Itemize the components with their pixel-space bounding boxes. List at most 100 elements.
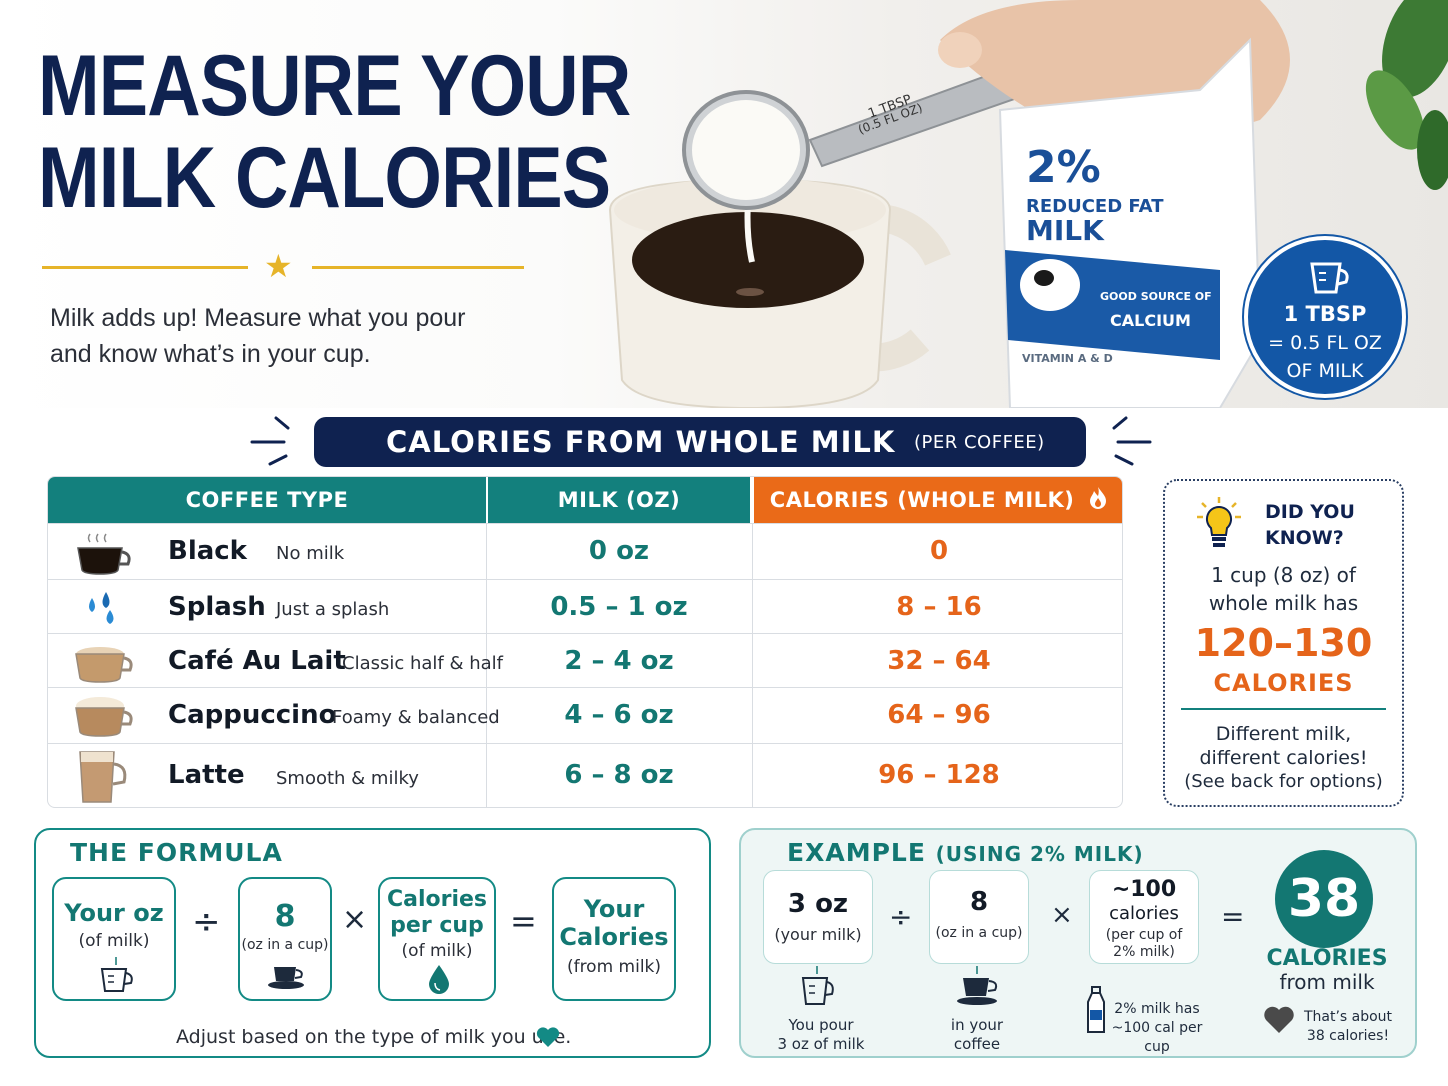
formula-box-4-sub: (from milk) xyxy=(566,957,662,977)
formula-box-4-label-1: Your xyxy=(583,895,645,923)
section-subtitle: (PER COFFEE) xyxy=(914,432,1045,453)
formula-eight-box: 8 (oz in a cup) xyxy=(238,877,332,1001)
example-caption-4: That’s about 38 calories! xyxy=(1293,1008,1403,1046)
dyk-text-1: 1 cup (8 oz) of xyxy=(1211,563,1356,587)
calories-table: COFFEE TYPE MILK (OZ) CALORIES (WHOLE MI… xyxy=(47,476,1123,808)
row-name: Black xyxy=(168,536,247,566)
dyk-bottom-2: different calories! xyxy=(1199,747,1368,769)
svg-text:VITAMIN A & D: VITAMIN A & D xyxy=(1022,352,1113,365)
dyk-heading-2: KNOW? xyxy=(1265,527,1344,549)
multiply-operator: × xyxy=(342,902,368,937)
row-cal: 8 – 16 xyxy=(896,592,982,622)
row-desc: No milk xyxy=(276,543,345,564)
example-box-1-label: 3 oz xyxy=(787,889,849,919)
example-eight-box: 8 (oz in a cup) xyxy=(929,870,1029,964)
hero-banner: MEASURE YOUR MILK CALORIES ★ Milk adds u… xyxy=(0,0,1448,408)
row-name: Cappuccino xyxy=(168,700,337,730)
caption-2-line-2: coffee xyxy=(953,1035,1001,1053)
result-label: CALORIES xyxy=(1266,946,1388,971)
row-oz: 0.5 – 1 oz xyxy=(550,592,688,622)
header-calories: CALORIES (WHOLE MILK) xyxy=(754,477,1122,523)
table-row: Café Au Lait Classic half & half 2 – 4 o… xyxy=(48,633,1122,687)
example-box-3-label-1: ~100 xyxy=(1111,877,1177,902)
tagline-line-2: and know what’s in your cup. xyxy=(50,340,371,368)
row-cal: 32 – 64 xyxy=(887,646,991,676)
formula-box-3-label-2: per cup xyxy=(390,913,484,938)
caption-1-line-1: You pour xyxy=(788,1016,854,1034)
plant-icon xyxy=(1365,0,1448,190)
row-cal: 96 – 128 xyxy=(878,760,1000,790)
formula-box-3-sub: (of milk) xyxy=(401,941,473,961)
black-coffee-cup-icon xyxy=(77,533,131,575)
caption-1-line-2: 3 oz of milk xyxy=(777,1035,865,1053)
formula-your-calories-box: Your Calories (from milk) xyxy=(552,877,676,1001)
example-box-2-label: 8 xyxy=(969,887,989,917)
row-oz: 4 – 6 oz xyxy=(564,700,674,730)
coffee-cup-icon xyxy=(268,967,304,989)
result-sub: from milk xyxy=(1279,970,1375,994)
dyk-calorie-range: 120–130 xyxy=(1194,621,1373,665)
row-name: Café Au Lait xyxy=(168,646,346,676)
dyk-text-2: whole milk has xyxy=(1208,591,1359,615)
tbsp-info-badge: 1 TBSP = 0.5 FL OZ OF MILK xyxy=(1244,236,1406,398)
coffee-milk-illustration: 1 TBSP (0.5 FL OZ) 2% REDUCED FAT MILK G… xyxy=(608,0,1448,408)
formula-your-oz-box: Your oz (of milk) xyxy=(52,877,176,1001)
caption-2-line-1: in your xyxy=(950,1016,1004,1034)
table-row: Cappuccino Foamy & balanced 4 – 6 oz 64 … xyxy=(48,687,1122,743)
measuring-cup-icon xyxy=(1310,262,1349,294)
divider-left xyxy=(42,266,248,269)
dyk-divider xyxy=(1181,708,1386,710)
coffee-mug-icon xyxy=(608,178,951,408)
formula-title: THE FORMULA xyxy=(70,838,283,867)
sparkle-left-icon xyxy=(250,416,290,466)
example-caption-3: 2% milk has ~100 cal per cup xyxy=(1105,1000,1209,1057)
row-desc: Classic half & half xyxy=(342,653,504,674)
lightbulb-icon xyxy=(1197,497,1241,547)
star-icon: ★ xyxy=(264,247,293,285)
example-title-paren: (USING 2% MILK) xyxy=(935,842,1144,866)
header-milk-oz: MILK (OZ) xyxy=(488,477,750,523)
badge-line-1: 1 TBSP xyxy=(1283,302,1367,326)
divide-operator: ÷ xyxy=(889,900,913,933)
row-oz: 6 – 8 oz xyxy=(564,760,674,790)
formula-box-1-sub: (of milk) xyxy=(78,931,150,951)
formula-calories-per-cup-box: Calories per cup (of milk) xyxy=(378,877,496,1001)
formula-box-4-label-2: Calories xyxy=(559,923,669,951)
row-oz: 0 oz xyxy=(588,536,650,566)
measuring-spoon-icon: 1 TBSP (0.5 FL OZ) xyxy=(682,58,1042,210)
caption-3-line-2: ~100 cal per cup xyxy=(1111,1020,1203,1055)
row-desc: Smooth & milky xyxy=(276,768,419,789)
heart-icon xyxy=(1264,1006,1294,1033)
dyk-calories-label: CALORIES xyxy=(1213,669,1354,697)
cappuccino-cup-icon xyxy=(75,697,133,737)
header-coffee-type: COFFEE TYPE xyxy=(48,477,486,523)
divider-right xyxy=(312,266,524,269)
svg-text:GOOD SOURCE OF: GOOD SOURCE OF xyxy=(1100,290,1212,303)
page-title: MEASURE YOUR MILK CALORIES xyxy=(38,38,631,224)
example-box-1-sub: (your milk) xyxy=(774,925,862,944)
milk-drops-icon xyxy=(89,592,114,624)
table-row: Splash Just a splash 0.5 – 1 oz 8 – 16 xyxy=(48,579,1122,633)
did-you-know-card: DID YOU KNOW? 1 cup (8 oz) of whole milk… xyxy=(1163,479,1404,807)
formula-box-2-sub: (oz in a cup) xyxy=(241,937,329,953)
badge-line-3: OF MILK xyxy=(1286,360,1364,382)
example-box-2-sub: (oz in a cup) xyxy=(935,925,1023,941)
section-header: CALORIES FROM WHOLE MILK (PER COFFEE) xyxy=(314,417,1086,467)
row-cal: 0 xyxy=(929,536,949,566)
equals-operator: = xyxy=(1221,900,1245,933)
cafe-au-lait-cup-icon xyxy=(75,647,133,683)
svg-text:CALCIUM: CALCIUM xyxy=(1110,311,1191,330)
formula-box-2-label: 8 xyxy=(274,899,296,934)
table-row: Black No milk 0 oz 0 xyxy=(48,523,1122,579)
row-oz: 2 – 4 oz xyxy=(564,646,674,676)
svg-text:REDUCED FAT: REDUCED FAT xyxy=(1026,196,1164,217)
caption-4-line-2: 38 calories! xyxy=(1306,1028,1390,1044)
formula-panel: THE FORMULA Your oz (of milk) ÷ 8 (oz in… xyxy=(34,828,711,1058)
column-divider xyxy=(486,523,487,807)
caption-4-line-1: That’s about xyxy=(1303,1009,1393,1025)
coffee-cup-icon xyxy=(957,966,998,1005)
row-desc: Just a splash xyxy=(276,599,390,620)
title-line-1: MEASURE YOUR xyxy=(38,38,631,134)
formula-note: Adjust based on the type of milk you use… xyxy=(176,1026,572,1048)
section-title: CALORIES FROM WHOLE MILK xyxy=(386,425,896,459)
